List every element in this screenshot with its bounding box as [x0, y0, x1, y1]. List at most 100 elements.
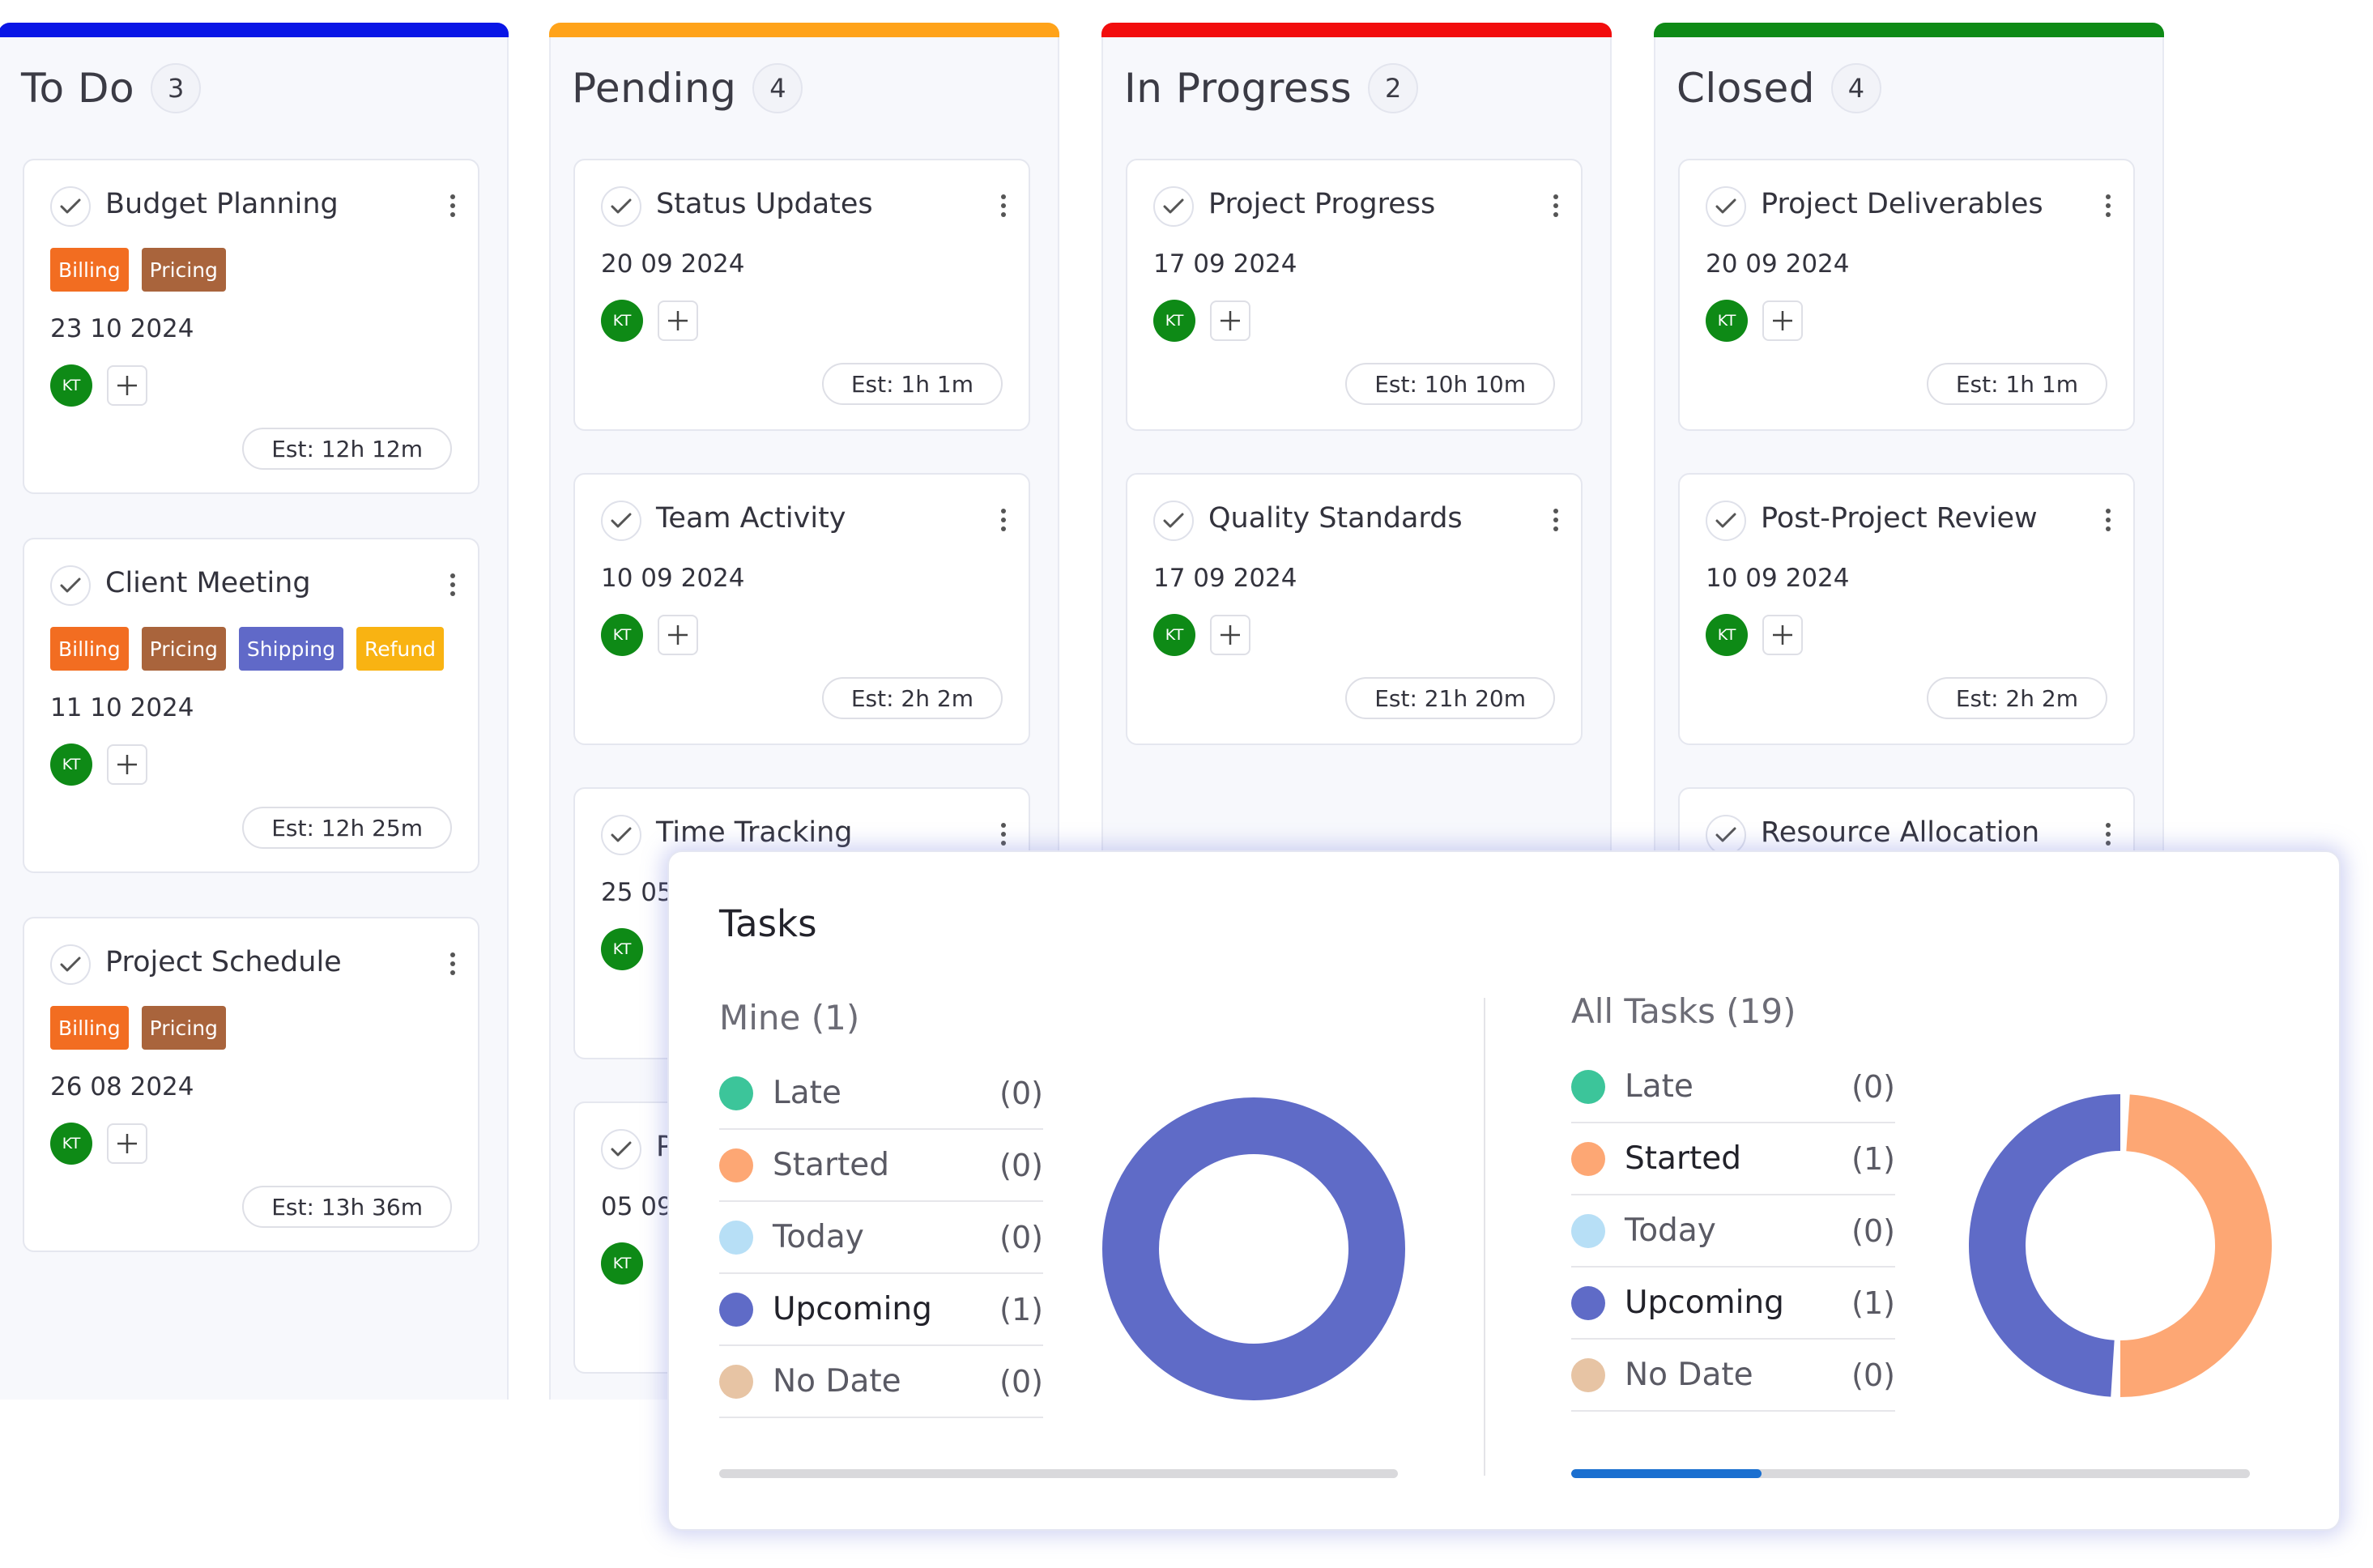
complete-check-icon[interactable]	[50, 944, 91, 985]
estimate-pill[interactable]: Est: 1h 1m	[821, 363, 1003, 405]
legend-row-upcoming[interactable]: Upcoming (1)	[1571, 1268, 1895, 1340]
tag-list: Billing Pricing Shipping Refund	[50, 627, 444, 671]
avatar[interactable]: KT	[601, 1242, 643, 1285]
task-card[interactable]: Project Schedule Billing Pricing 26 08 2…	[23, 917, 479, 1252]
more-options-icon[interactable]	[1001, 194, 1008, 219]
estimate-pill[interactable]: Est: 13h 36m	[242, 1186, 452, 1228]
more-options-icon[interactable]	[1553, 194, 1560, 219]
estimate-pill[interactable]: Est: 2h 2m	[821, 677, 1003, 719]
estimate-pill[interactable]: Est: 12h 12m	[242, 428, 452, 470]
complete-check-icon[interactable]	[601, 815, 641, 855]
add-assignee-icon[interactable]	[107, 1123, 147, 1164]
add-assignee-icon[interactable]	[1762, 300, 1803, 341]
task-title[interactable]: Budget Planning	[105, 188, 339, 220]
legend-row-no-date[interactable]: No Date (0)	[1571, 1340, 1895, 1412]
mine-donut-chart[interactable]	[1092, 1087, 1416, 1411]
avatar[interactable]: KT	[1153, 300, 1195, 342]
task-card[interactable]: Status Updates 20 09 2024 KT Est: 1h 1m	[573, 159, 1030, 431]
tag-pricing[interactable]: Pricing	[141, 1006, 226, 1050]
donut-slice-upcoming[interactable]	[1102, 1097, 1405, 1400]
tag-billing[interactable]: Billing	[50, 248, 129, 292]
avatar[interactable]: KT	[1153, 614, 1195, 656]
task-title[interactable]: Status Updates	[656, 188, 873, 220]
avatar[interactable]: KT	[1706, 614, 1748, 656]
complete-check-icon[interactable]	[601, 501, 641, 541]
avatar[interactable]: KT	[1706, 300, 1748, 342]
avatar[interactable]: KT	[50, 364, 92, 407]
tag-refund[interactable]: Refund	[356, 627, 444, 671]
task-title[interactable]: Time Tracking	[656, 816, 853, 849]
task-card[interactable]: Project Progress 17 09 2024 KT Est: 10h …	[1126, 159, 1583, 431]
estimate-pill[interactable]: Est: 10h 10m	[1345, 363, 1555, 405]
legend-row-upcoming[interactable]: Upcoming (1)	[719, 1274, 1043, 1346]
complete-check-icon[interactable]	[50, 186, 91, 227]
legend-row-today[interactable]: Today (0)	[719, 1202, 1043, 1274]
more-options-icon[interactable]	[2106, 509, 2112, 533]
tag-billing[interactable]: Billing	[50, 627, 129, 671]
complete-check-icon[interactable]	[1706, 501, 1746, 541]
add-assignee-icon[interactable]	[1210, 300, 1250, 341]
more-options-icon[interactable]	[2106, 194, 2112, 219]
complete-check-icon[interactable]	[601, 186, 641, 227]
task-title[interactable]: Project Schedule	[105, 946, 342, 978]
task-title[interactable]: Client Meeting	[105, 567, 311, 599]
complete-check-icon[interactable]	[50, 565, 91, 606]
task-card[interactable]: Client Meeting Billing Pricing Shipping …	[23, 538, 479, 873]
estimate-pill[interactable]: Est: 2h 2m	[1926, 677, 2107, 719]
avatar[interactable]: KT	[601, 300, 643, 342]
more-options-icon[interactable]	[1001, 509, 1008, 533]
estimate-pill[interactable]: Est: 21h 20m	[1345, 677, 1555, 719]
avatar[interactable]: KT	[601, 928, 643, 970]
task-card[interactable]: Team Activity 10 09 2024 KT Est: 2h 2m	[573, 473, 1030, 745]
legend-row-late[interactable]: Late (0)	[1571, 1051, 1895, 1123]
more-options-icon[interactable]	[1553, 509, 1560, 533]
tag-pricing[interactable]: Pricing	[141, 248, 226, 292]
estimate-pill[interactable]: Est: 12h 25m	[242, 807, 452, 849]
donut-slice-started[interactable]	[2120, 1094, 2272, 1397]
section-divider	[1484, 998, 1485, 1476]
task-title[interactable]: Resource Allocation	[1761, 816, 2040, 849]
more-options-icon[interactable]	[450, 952, 457, 977]
estimate-pill[interactable]: Est: 1h 1m	[1926, 363, 2107, 405]
task-card[interactable]: Quality Standards 17 09 2024 KT Est: 21h…	[1126, 473, 1583, 745]
all-tasks-legend: Late (0) Started (1) Today (0) Upcoming …	[1571, 1051, 1895, 1412]
task-title[interactable]: Project Progress	[1208, 188, 1436, 220]
due-date: 20 09 2024	[1706, 249, 1850, 279]
task-card[interactable]: Post-Project Review 10 09 2024 KT Est: 2…	[1678, 473, 2135, 745]
legend-row-late[interactable]: Late (0)	[719, 1058, 1043, 1130]
avatar[interactable]: KT	[50, 1123, 92, 1165]
legend-row-started[interactable]: Started (0)	[719, 1130, 1043, 1202]
more-options-icon[interactable]	[2106, 823, 2112, 847]
more-options-icon[interactable]	[1001, 823, 1008, 847]
legend-row-started[interactable]: Started (1)	[1571, 1123, 1895, 1195]
add-assignee-icon[interactable]	[1210, 615, 1250, 655]
more-options-icon[interactable]	[450, 194, 457, 219]
legend-row-today[interactable]: Today (0)	[1571, 1195, 1895, 1268]
add-assignee-icon[interactable]	[658, 300, 698, 341]
more-options-icon[interactable]	[450, 573, 457, 598]
complete-check-icon[interactable]	[1706, 815, 1746, 855]
legend-row-no-date[interactable]: No Date (0)	[719, 1346, 1043, 1418]
task-title[interactable]: Quality Standards	[1208, 502, 1463, 535]
complete-check-icon[interactable]	[1153, 186, 1194, 227]
task-card[interactable]: Project Deliverables 20 09 2024 KT Est: …	[1678, 159, 2135, 431]
add-assignee-icon[interactable]	[107, 365, 147, 406]
tag-shipping[interactable]: Shipping	[238, 627, 343, 671]
all-tasks-donut-chart[interactable]	[1958, 1084, 2282, 1408]
complete-check-icon[interactable]	[1153, 501, 1194, 541]
donut-slice-upcoming[interactable]	[1969, 1094, 2121, 1397]
avatar[interactable]: KT	[50, 744, 92, 786]
complete-check-icon[interactable]	[601, 1129, 641, 1170]
column-header: In Progress 2	[1124, 63, 1419, 113]
task-title[interactable]: Team Activity	[656, 502, 846, 535]
add-assignee-icon[interactable]	[107, 744, 147, 785]
complete-check-icon[interactable]	[1706, 186, 1746, 227]
avatar[interactable]: KT	[601, 614, 643, 656]
add-assignee-icon[interactable]	[658, 615, 698, 655]
task-title[interactable]: Post-Project Review	[1761, 502, 2038, 535]
task-title[interactable]: Project Deliverables	[1761, 188, 2043, 220]
task-card[interactable]: Budget Planning Billing Pricing 23 10 20…	[23, 159, 479, 494]
tag-billing[interactable]: Billing	[50, 1006, 129, 1050]
add-assignee-icon[interactable]	[1762, 615, 1803, 655]
tag-pricing[interactable]: Pricing	[141, 627, 226, 671]
